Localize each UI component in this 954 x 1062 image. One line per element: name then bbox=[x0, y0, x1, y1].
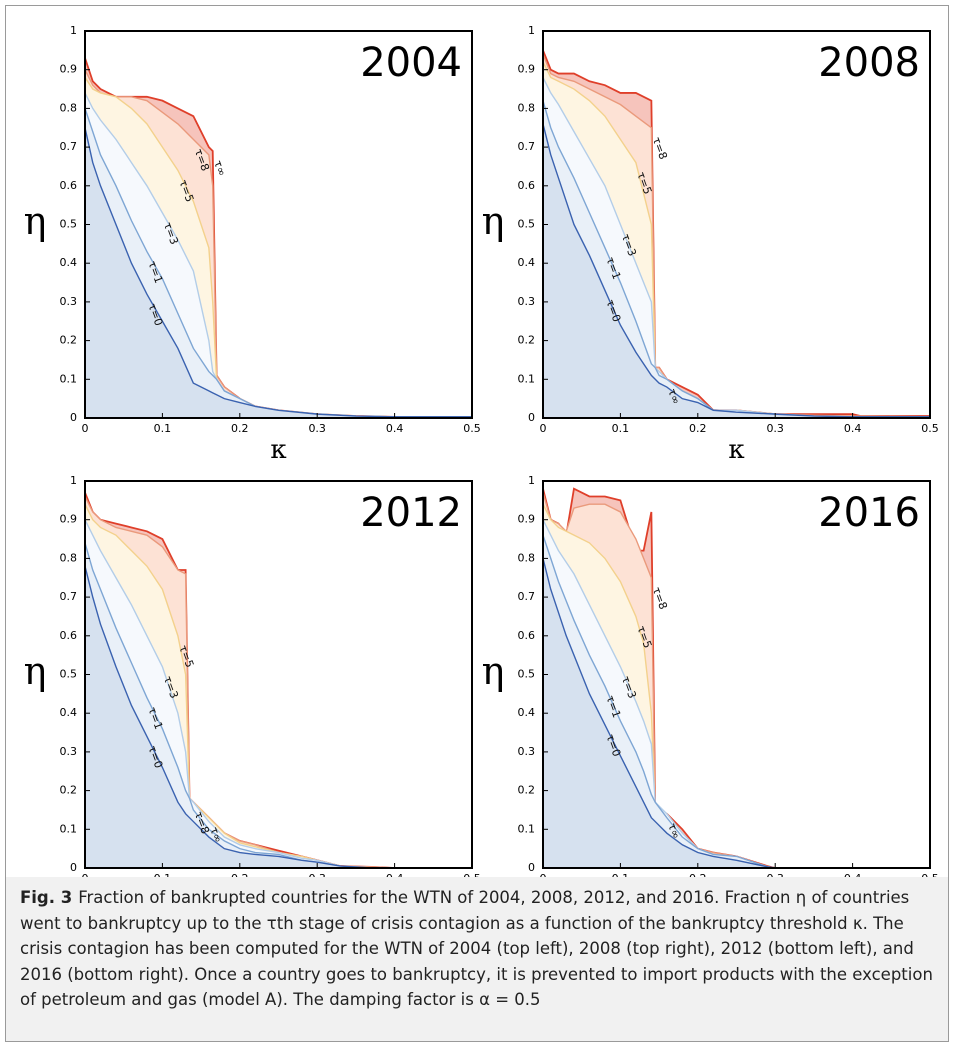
series-area bbox=[85, 566, 472, 868]
chart-title: 2016 bbox=[818, 490, 920, 536]
panel: τ=0τ=1τ=3τ=5τ=8τ∞00.10.20.30.40.500.10.2… bbox=[482, 474, 939, 915]
chart-title: 2012 bbox=[360, 490, 462, 536]
caption-label: Fig. 3 bbox=[20, 888, 73, 907]
y-tick-label: 0.2 bbox=[518, 334, 536, 347]
y-tick-label: 0.1 bbox=[60, 822, 78, 835]
series-area bbox=[85, 542, 472, 868]
y-tick-label: 0.8 bbox=[518, 101, 536, 114]
y-tick-label: 0.3 bbox=[60, 745, 78, 758]
y-tick-label: 0.2 bbox=[518, 784, 536, 797]
x-tick-label: 0.5 bbox=[463, 422, 481, 435]
y-tick-label: 0.5 bbox=[518, 668, 536, 681]
y-tick-label: 0 bbox=[70, 411, 77, 424]
series-line bbox=[85, 519, 472, 868]
x-axis-label: κ bbox=[270, 435, 286, 465]
series-area bbox=[85, 108, 472, 418]
y-tick-label: 0.4 bbox=[518, 256, 536, 269]
series-label: τ∞ bbox=[211, 159, 229, 178]
y-tick-label: 0.6 bbox=[60, 179, 78, 192]
x-tick-label: 0.4 bbox=[386, 422, 404, 435]
y-tick-label: 0.6 bbox=[518, 629, 536, 642]
x-tick-label: 0.2 bbox=[689, 422, 707, 435]
series-area bbox=[543, 535, 930, 868]
y-tick-label: 0.8 bbox=[60, 551, 78, 564]
plot-area bbox=[85, 57, 472, 418]
y-tick-label: 0.2 bbox=[60, 334, 78, 347]
y-tick-label: 0.8 bbox=[518, 551, 536, 564]
x-axis-label: κ bbox=[728, 435, 744, 465]
y-tick-label: 1 bbox=[70, 474, 77, 487]
y-axis-label: η bbox=[24, 199, 47, 243]
y-tick-label: 0.9 bbox=[60, 63, 78, 76]
y-tick-label: 0.5 bbox=[518, 218, 536, 231]
y-tick-label: 0 bbox=[528, 411, 535, 424]
series-line bbox=[543, 558, 930, 868]
x-tick-label: 0.5 bbox=[921, 422, 939, 435]
y-tick-label: 0.6 bbox=[60, 629, 78, 642]
series-area bbox=[85, 127, 472, 418]
x-tick-label: 0.3 bbox=[308, 422, 326, 435]
x-tick-label: 0.2 bbox=[231, 422, 249, 435]
series-area bbox=[543, 100, 930, 418]
series-line bbox=[543, 534, 930, 868]
y-tick-label: 0.2 bbox=[60, 784, 78, 797]
x-tick-label: 0.1 bbox=[154, 422, 172, 435]
y-tick-label: 0.6 bbox=[518, 179, 536, 192]
y-tick-label: 0.7 bbox=[518, 590, 536, 603]
y-tick-label: 0.4 bbox=[60, 706, 78, 719]
plot-area bbox=[543, 50, 930, 418]
series-label: τ∞ bbox=[207, 825, 225, 844]
y-tick-label: 0 bbox=[528, 861, 535, 874]
y-tick-label: 0.3 bbox=[60, 295, 78, 308]
plot-area bbox=[85, 492, 472, 868]
series-label: τ∞ bbox=[665, 821, 683, 840]
series-area bbox=[543, 558, 930, 868]
y-tick-label: 0.9 bbox=[60, 513, 78, 526]
x-tick-label: 0 bbox=[82, 422, 89, 435]
y-tick-label: 1 bbox=[70, 24, 77, 37]
panel: τ=0τ=1τ=3τ=5τ=8τ∞00.10.20.30.40.500.10.2… bbox=[24, 474, 481, 915]
y-tick-label: 0.5 bbox=[60, 218, 78, 231]
series-area bbox=[543, 123, 930, 418]
y-tick-label: 0.4 bbox=[518, 706, 536, 719]
y-tick-label: 0.7 bbox=[60, 590, 78, 603]
series-line bbox=[85, 565, 472, 868]
y-tick-label: 0.7 bbox=[518, 140, 536, 153]
y-tick-label: 0.9 bbox=[518, 63, 536, 76]
y-tick-label: 0.1 bbox=[518, 822, 536, 835]
chart-title: 2008 bbox=[818, 40, 920, 86]
x-tick-label: 0.4 bbox=[844, 422, 862, 435]
y-tick-label: 0.1 bbox=[518, 372, 536, 385]
y-tick-label: 0.9 bbox=[518, 513, 536, 526]
figure-border bbox=[5, 5, 949, 1042]
y-tick-label: 0.8 bbox=[60, 101, 78, 114]
x-tick-label: 0 bbox=[540, 422, 547, 435]
y-tick-label: 1 bbox=[528, 474, 535, 487]
series-line bbox=[543, 123, 930, 418]
y-tick-label: 0.3 bbox=[518, 745, 536, 758]
y-tick-label: 0 bbox=[70, 861, 77, 874]
y-tick-label: 1 bbox=[528, 24, 535, 37]
caption-text: Fraction of bankrupted countries for the… bbox=[20, 888, 933, 1010]
y-tick-label: 0.5 bbox=[60, 668, 78, 681]
x-tick-label: 0.1 bbox=[612, 422, 630, 435]
y-tick-label: 0.4 bbox=[60, 256, 78, 269]
y-axis-label: η bbox=[482, 649, 505, 693]
y-axis-label: η bbox=[24, 649, 47, 693]
chart-title: 2004 bbox=[360, 40, 462, 86]
caption: Fig. 3 Fraction of bankrupted countries f… bbox=[6, 877, 948, 1041]
y-axis-label: η bbox=[482, 199, 505, 243]
plot-area bbox=[543, 487, 930, 868]
x-tick-label: 0.3 bbox=[766, 422, 784, 435]
y-tick-label: 0.7 bbox=[60, 140, 78, 153]
series-label: τ∞ bbox=[665, 387, 683, 406]
y-tick-label: 0.3 bbox=[518, 295, 536, 308]
series-line bbox=[85, 127, 472, 418]
y-tick-label: 0.1 bbox=[60, 372, 78, 385]
